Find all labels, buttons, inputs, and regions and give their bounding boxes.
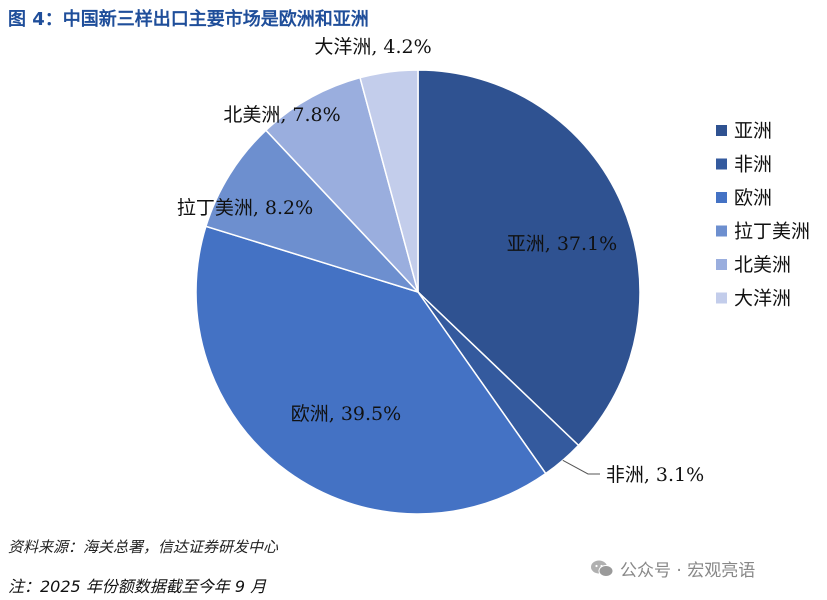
legend-label-6: 大洋洲 (734, 288, 791, 310)
legend-label-5: 北美洲 (734, 254, 791, 276)
legend-label-2: 非洲 (734, 154, 772, 176)
pie-slice-4 (205, 129, 421, 294)
data-label-2: 非洲, 3.1% (606, 464, 704, 486)
pie-slice-6 (359, 69, 419, 293)
legend-swatch-6 (716, 292, 727, 304)
watermark: 公众号 · 宏观亮语 (590, 556, 755, 581)
data-label-3: 欧洲, 39.5% (291, 403, 401, 425)
pie-slice-3 (195, 225, 547, 515)
chart-title: 图 4：中国新三样出口主要市场是欧洲和亚洲 (8, 9, 369, 30)
footnote: 注：2025 年份额数据截至今年 9 月 (8, 577, 267, 596)
source-note: 资料来源：海关总署，信达证券研发中心 (8, 538, 279, 556)
legend-label-1: 亚洲 (734, 120, 772, 142)
data-label-4: 拉丁美洲, 8.2% (177, 197, 313, 219)
legend-swatch-1 (716, 125, 727, 136)
legend-swatch-2 (716, 158, 727, 170)
legend-swatch-4 (716, 225, 727, 237)
leader-line-2 (562, 459, 600, 475)
data-label-5: 北美洲, 7.8% (223, 104, 340, 126)
pie-slice-5 (264, 76, 419, 293)
legend-swatch-3 (716, 192, 727, 203)
data-label-6: 大洋洲, 4.2% (314, 36, 431, 58)
pie-slice-1 (417, 69, 641, 447)
data-label-1: 亚洲, 37.1% (507, 233, 617, 255)
legend-label-4: 拉丁美洲 (734, 221, 810, 243)
watermark-text: 公众号 · 宏观亮语 (620, 561, 756, 581)
wechat-icon (590, 559, 614, 579)
legend-swatch-5 (716, 259, 727, 270)
legend-label-3: 欧洲 (734, 187, 772, 209)
